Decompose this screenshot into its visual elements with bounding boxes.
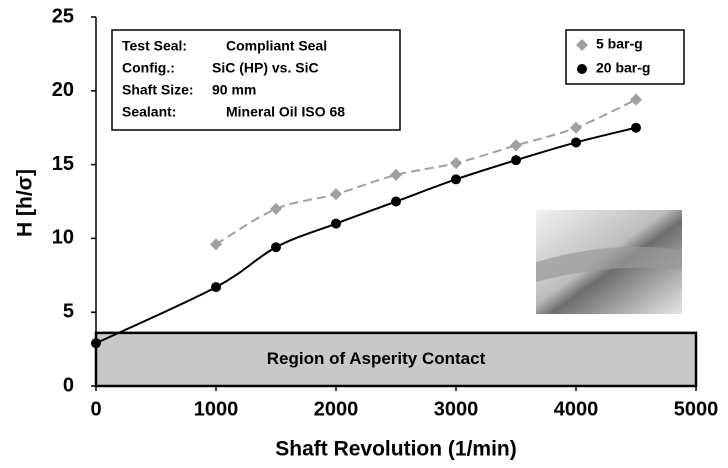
point (331, 219, 341, 229)
y-tick-label: 10 (52, 227, 74, 249)
point (511, 155, 521, 165)
x-axis-title: Shaft Revolution (1/min) (275, 438, 517, 461)
point (570, 122, 582, 134)
region-label: Region of Asperity Contact (267, 349, 486, 368)
annotation-value: SiC (HP) vs. SiC (212, 60, 319, 76)
point (450, 157, 462, 169)
point (211, 282, 221, 292)
y-tick-label: 20 (52, 79, 74, 101)
annotation-key: Shaft Size: (122, 82, 194, 98)
point (210, 238, 222, 250)
x-tick-label: 4000 (554, 398, 599, 420)
x-tick-label: 3000 (434, 398, 479, 420)
legend-label: 20 bar-g (596, 60, 650, 76)
x-tick-label: 2000 (314, 398, 359, 420)
y-tick-label: 25 (52, 5, 74, 27)
chart: Shaft Revolution (1/min) H [h/σ] Region … (0, 0, 728, 468)
y-tick-label: 0 (63, 374, 74, 396)
x-tick-label: 1000 (194, 398, 239, 420)
point (631, 123, 641, 133)
annotation-value: Compliant Seal (226, 38, 327, 54)
point (510, 139, 522, 151)
annotation-key: Test Seal: (122, 38, 187, 54)
point (391, 197, 401, 207)
annotation-value: Mineral Oil ISO 68 (226, 104, 345, 120)
annotation-value: 90 mm (212, 82, 256, 98)
annotation-key: Sealant: (122, 104, 176, 120)
annotation-key: Config.: (122, 60, 175, 76)
point (451, 174, 461, 184)
point (91, 338, 101, 348)
point (630, 94, 642, 106)
point (270, 203, 282, 215)
legend-marker (577, 64, 587, 74)
x-tick-label: 5000 (674, 398, 719, 420)
y-tick-label: 5 (63, 300, 74, 322)
point (571, 137, 581, 147)
legend-label: 5 bar-g (596, 36, 643, 52)
y-axis-title: H [h/σ] (14, 169, 37, 237)
point (330, 188, 342, 200)
point (271, 242, 281, 252)
y-tick-label: 15 (52, 153, 74, 175)
point (390, 169, 402, 181)
x-tick-label: 0 (90, 398, 101, 420)
